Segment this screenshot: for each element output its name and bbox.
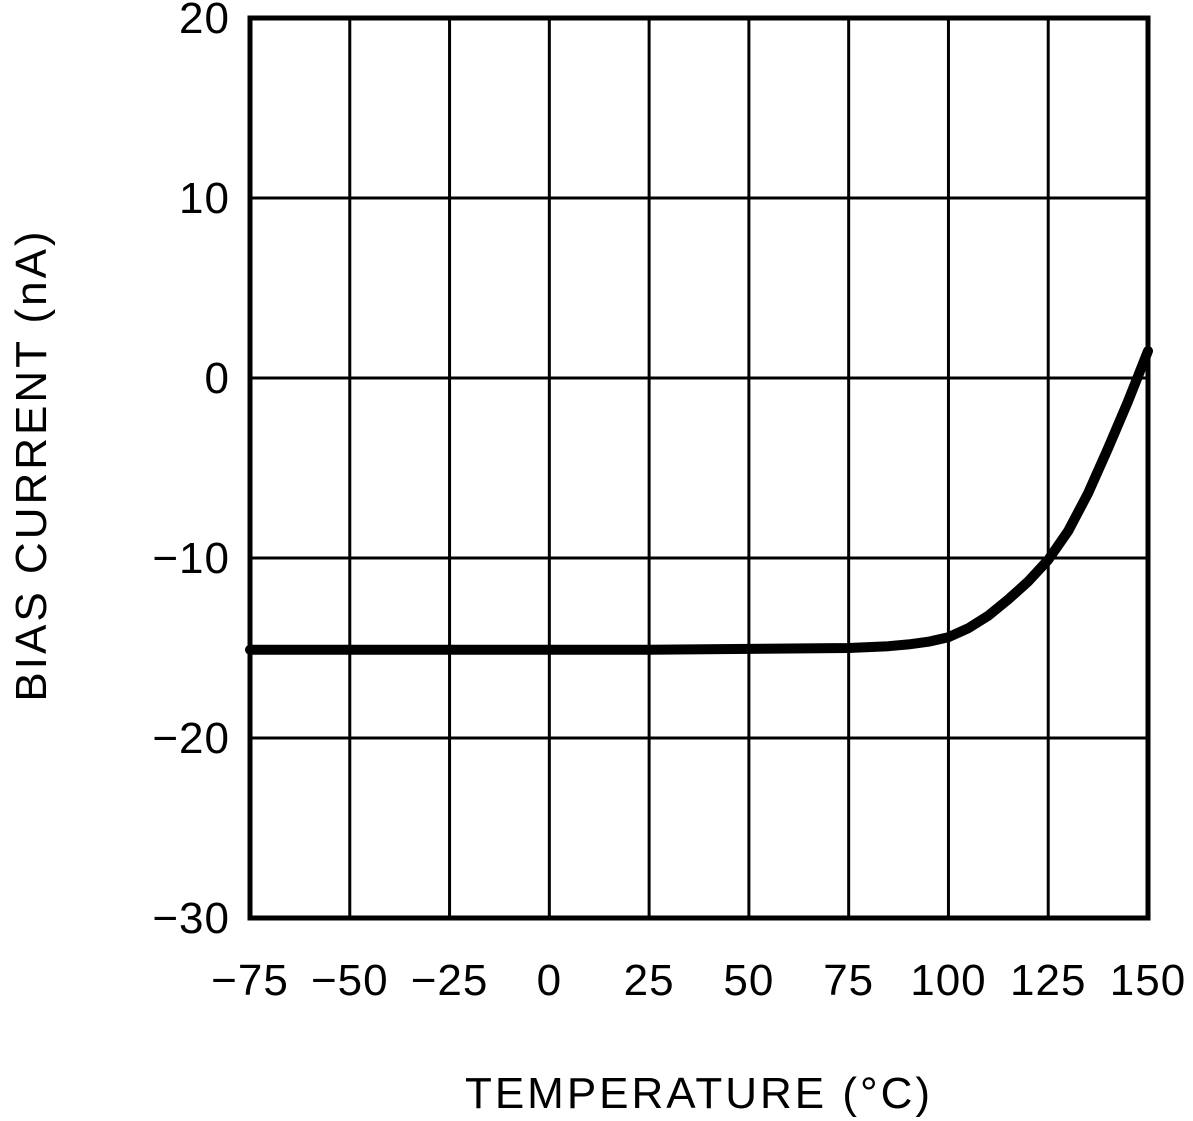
x-tick-label: 75 (823, 956, 874, 1005)
y-axis-title: BIAS CURRENT (nA) (7, 228, 56, 701)
y-tick-label: −30 (152, 894, 230, 943)
x-tick-label: 100 (910, 956, 986, 1005)
x-tick-label: −25 (411, 956, 489, 1005)
x-tick-label: 150 (1110, 956, 1186, 1005)
y-tick-label: 0 (205, 354, 230, 403)
y-tick-label: −10 (152, 534, 230, 583)
x-tick-label: −75 (211, 956, 289, 1005)
x-tick-label: 0 (537, 956, 562, 1005)
y-axis-tick-labels: 20 10 0 −10 −20 −30 (152, 0, 230, 943)
x-tick-label: 125 (1010, 956, 1086, 1005)
y-tick-label: 20 (179, 0, 230, 43)
x-axis-title: TEMPERATURE (°C) (465, 1069, 933, 1118)
x-tick-label: 50 (723, 956, 774, 1005)
x-tick-label: −50 (311, 956, 389, 1005)
x-tick-label: 25 (624, 956, 675, 1005)
plot-frame (247, 15, 1151, 921)
bias-current-curve (245, 346, 1153, 655)
x-axis-tick-labels: −75 −50 −25 0 25 50 75 100 125 150 (211, 956, 1186, 1005)
y-tick-label: 10 (179, 174, 230, 223)
y-tick-label: −20 (152, 714, 230, 763)
grid (248, 16, 1150, 920)
